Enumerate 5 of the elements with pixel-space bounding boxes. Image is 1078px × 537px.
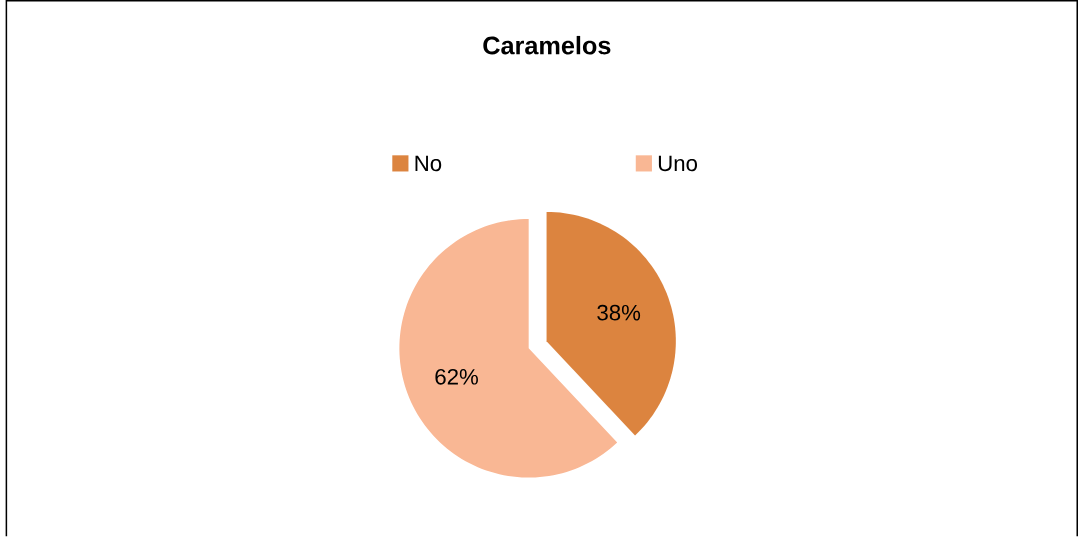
- data-label: 62%: [435, 368, 478, 385]
- legend-label: Uno: [658, 155, 698, 172]
- legend-label: No: [415, 155, 442, 172]
- data-label: 38%: [597, 304, 641, 321]
- chart-title: Caramelos: [483, 35, 611, 55]
